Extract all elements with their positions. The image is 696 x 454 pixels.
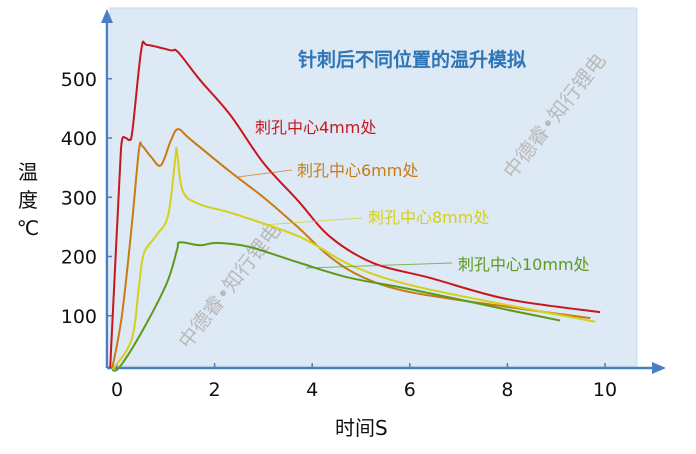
series-line-3: [111, 146, 596, 371]
series-label: 刺孔中心4mm处: [255, 118, 376, 137]
x-tick-label: 4: [306, 379, 318, 401]
series-leader-line: [305, 262, 453, 269]
series-leader-line: [261, 217, 363, 226]
series-label: 刺孔中心8mm处: [368, 208, 489, 227]
y-tick-label: 300: [61, 187, 97, 209]
series-label: 刺孔中心6mm处: [297, 161, 418, 180]
y-tick-label: 400: [61, 128, 97, 150]
y-tick-label: 500: [61, 69, 97, 91]
x-tick-label: 0: [111, 379, 123, 401]
x-axis-label: 时间S: [335, 416, 388, 440]
y-axis-arrow: [101, 9, 113, 23]
series-line-1: [109, 40, 601, 368]
y-axis-label-line1: 温度: [18, 160, 38, 212]
y-tick-label: 200: [61, 247, 97, 269]
x-tick-label: 6: [404, 379, 416, 401]
y-axis-label: 温度 ℃: [14, 158, 42, 242]
x-tick-label: 10: [593, 379, 617, 401]
series-leader-line: [237, 169, 293, 178]
x-axis-arrow: [652, 362, 666, 374]
x-tick-label: 8: [501, 379, 513, 401]
y-tick-label: 100: [61, 306, 97, 328]
series-line-4: [111, 241, 561, 372]
chart-title: 针刺后不同位置的温升模拟: [298, 48, 526, 71]
x-tick-label: 2: [209, 379, 221, 401]
y-axis-label-line2: ℃: [16, 216, 40, 240]
series-label: 刺孔中心10mm处: [458, 255, 590, 274]
